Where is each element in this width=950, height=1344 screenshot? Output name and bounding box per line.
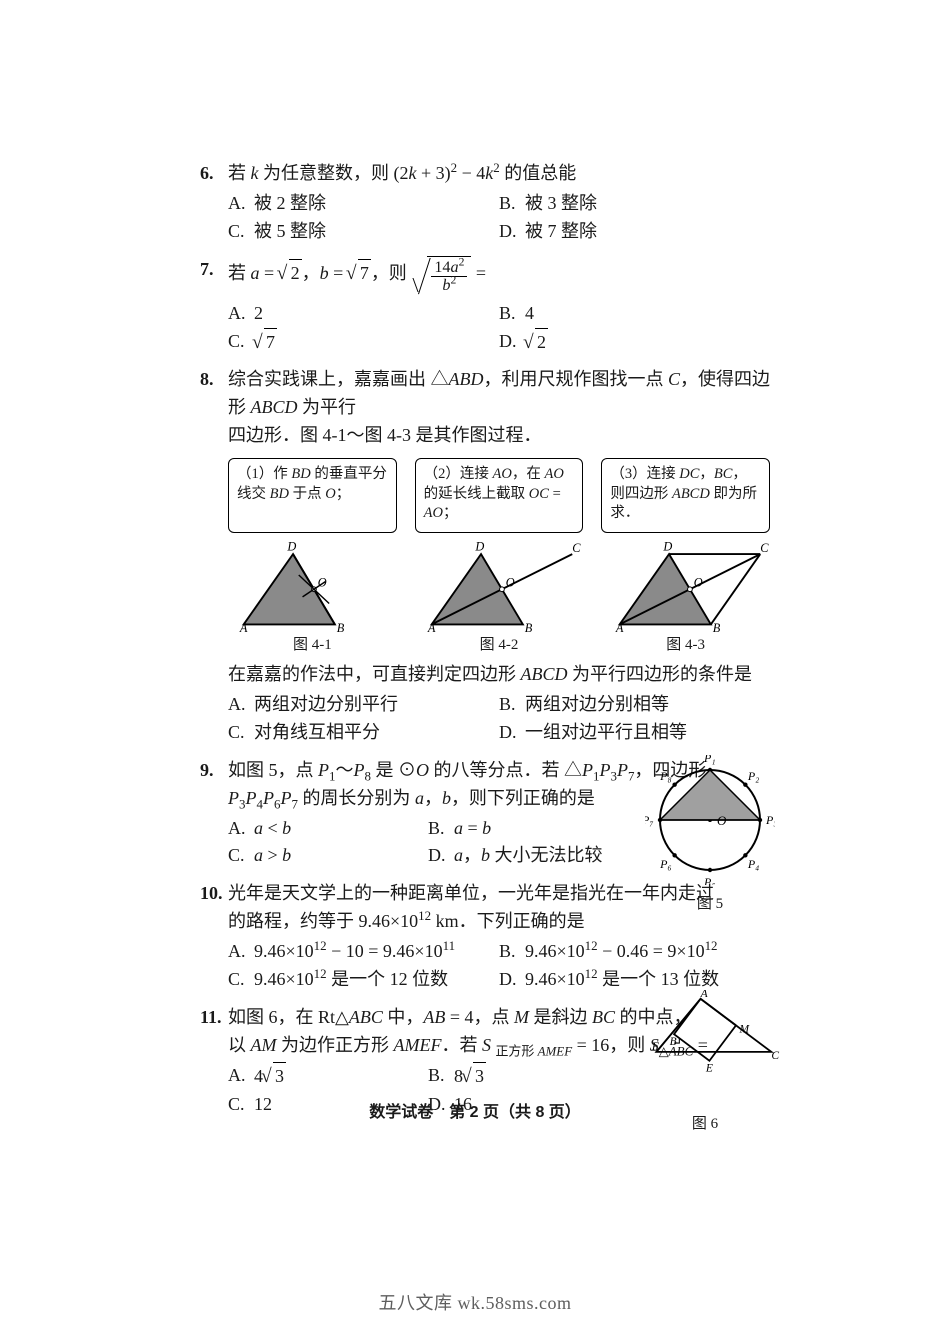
svg-text:P₁: P₁ [703, 755, 716, 765]
question-8: 8. 综合实践课上，嘉嘉画出 △ABD，利用尺规作图找一点 C，使得四边形 AB… [200, 366, 770, 746]
q7-text: 若 a = 2，b = 7，则 14a2b2 = [228, 256, 770, 294]
svg-text:A: A [239, 621, 248, 632]
q8-step1-box: （1）作 BD 的垂直平分线交 BD 于点 O； [228, 458, 397, 533]
q8-options: A.两组对边分别平行 B.两组对边分别相等 C.对角线互相平分 D.一组对边平行… [228, 691, 770, 747]
q8-step-boxes: （1）作 BD 的垂直平分线交 BD 于点 O； （2）连接 AO，在 AO 的… [228, 458, 770, 533]
svg-text:P₄: P₄ [747, 857, 760, 871]
svg-text:O: O [694, 575, 703, 589]
fig-5-caption: 图 5 [640, 893, 780, 916]
q7-opt-a: A.2 [228, 300, 499, 328]
q6-options: A.被 2 整除 B.被 3 整除 C.被 5 整除 D.被 7 整除 [228, 190, 770, 246]
q7-stem: 7. 若 a = 2，b = 7，则 14a2b2 = [200, 256, 770, 294]
svg-text:A: A [615, 621, 624, 632]
q8-opt-a: A.两组对边分别平行 [228, 691, 499, 719]
cap-4-2: 图 4-2 [415, 634, 584, 657]
q9-number: 9. [200, 757, 228, 785]
svg-text:B: B [713, 621, 721, 632]
fig-5: P₁P₂P₃P₄P₅P₆P₇P₈ O 图 5 [640, 755, 780, 917]
svg-text:C: C [572, 541, 581, 555]
svg-text:D: D [662, 539, 672, 553]
svg-text:C: C [771, 1050, 779, 1062]
svg-text:P₇: P₇ [645, 813, 654, 827]
q9-opt-c: C.a > b [228, 842, 428, 870]
fig-4-3-svg: A B D C O [604, 537, 774, 632]
svg-text:B: B [670, 1036, 677, 1048]
svg-text:P₂: P₂ [747, 769, 760, 783]
svg-text:M: M [739, 1023, 751, 1035]
q7-opt-d: D.2 [499, 328, 770, 357]
svg-text:P₃: P₃ [765, 813, 775, 827]
fig-4-1-svg: A B D O [228, 537, 398, 632]
fig-4-3: A B D C O [604, 537, 774, 634]
q11-number: 11. [200, 1004, 228, 1032]
svg-text:F: F [651, 1041, 660, 1053]
q8-opt-d: D.一组对边平行且相等 [499, 719, 770, 747]
svg-text:O: O [506, 575, 515, 589]
svg-text:B: B [337, 621, 345, 632]
q9-opt-b: B.a = b [428, 815, 628, 843]
svg-text:P₆: P₆ [659, 857, 672, 871]
svg-text:O: O [318, 575, 327, 589]
q8-stem: 8. 综合实践课上，嘉嘉画出 △ABD，利用尺规作图找一点 C，使得四边形 AB… [200, 366, 770, 422]
q10-opt-c: C.9.46×1012 是一个 12 位数 [228, 966, 499, 994]
svg-text:P₈: P₈ [659, 769, 672, 783]
cap-4-1: 图 4-1 [228, 634, 397, 657]
q11-opt-a: A.43 [228, 1062, 428, 1091]
q8-text-l2: 四边形．图 4-1～图 4-3 是其作图过程． [228, 422, 770, 450]
svg-text:B: B [525, 621, 533, 632]
q8-judge: 在嘉嘉的作法中，可直接判定四边形 ABCD 为平行四边形的条件是 [228, 661, 770, 689]
q7-opt-b: B.4 [499, 300, 770, 328]
svg-text:D: D [474, 539, 484, 553]
q8-step3-box: （3）连接 DC，BC，则四边形 ABCD 即为所求． [601, 458, 770, 533]
q9-opt-a: A.a < b [228, 815, 428, 843]
q8-opt-c: C.对角线互相平分 [228, 719, 499, 747]
page-footer: 数学试卷 第 2 页（共 8 页） [0, 1101, 950, 1126]
fig-5-svg: P₁P₂P₃P₄P₅P₆P₇P₈ O [645, 755, 775, 885]
q10-opt-a: A.9.46×1012 − 10 = 9.46×1011 [228, 938, 499, 966]
fig-4-2-svg: A B D C O [416, 537, 586, 632]
svg-text:P₅: P₅ [703, 875, 716, 885]
fig-4-2: A B D C O [416, 537, 586, 634]
q7-options: A.2 B.4 C.7 D.2 [228, 300, 770, 357]
cap-4-3: 图 4-3 [601, 634, 770, 657]
q8-captions: 图 4-1 图 4-2 图 4-3 [228, 634, 770, 657]
q6-stem: 6. 若 k 为任意整数，则 (2k + 3)2 − 4k2 的值总能 [200, 160, 770, 188]
q8-opt-b: B.两组对边分别相等 [499, 691, 770, 719]
q6-opt-b: B.被 3 整除 [499, 190, 770, 218]
q10-options: A.9.46×1012 − 10 = 9.46×1011 B.9.46×1012… [228, 938, 770, 994]
svg-text:C: C [760, 541, 769, 555]
fig-4-1: A B D O [228, 537, 398, 634]
q6-text: 若 k 为任意整数，则 (2k + 3)2 − 4k2 的值总能 [228, 160, 770, 188]
q9-opt-d: D.a，b 大小无法比较 [428, 842, 628, 870]
question-7: 7. 若 a = 2，b = 7，则 14a2b2 = A.2 B.4 C.7 … [200, 256, 770, 357]
q8-text-l1: 综合实践课上，嘉嘉画出 △ABD，利用尺规作图找一点 C，使得四边形 ABCD … [228, 366, 770, 422]
q6-opt-c: C.被 5 整除 [228, 218, 499, 246]
q6-opt-a: A.被 2 整除 [228, 190, 499, 218]
q11-opt-b: B.83 [428, 1062, 628, 1091]
question-6: 6. 若 k 为任意整数，则 (2k + 3)2 − 4k2 的值总能 A.被 … [200, 160, 770, 246]
q8-stem-l2: 四边形．图 4-1～图 4-3 是其作图过程． [228, 422, 770, 450]
q8-number: 8. [200, 366, 228, 422]
q8-figures: A B D O A B D C O [228, 537, 770, 634]
q9-options: A.a < b B.a = b C.a > b D.a，b 大小无法比较 [228, 815, 628, 871]
watermark: 五八文库 wk.58sms.com [0, 1290, 950, 1318]
svg-text:D: D [286, 539, 296, 553]
q7-number: 7. [200, 256, 228, 294]
svg-text:E: E [705, 1062, 713, 1074]
q7-opt-c: C.7 [228, 328, 499, 357]
q10-number: 10. [200, 880, 228, 908]
q6-number: 6. [200, 160, 228, 188]
q10-opt-b: B.9.46×1012 − 0.46 = 9×1012 [499, 938, 770, 966]
q6-opt-d: D.被 7 整除 [499, 218, 770, 246]
svg-text:A: A [427, 621, 436, 632]
q8-step2-box: （2）连接 AO，在 AO 的延长线上截取 OC = AO； [415, 458, 584, 533]
fig-6-svg: F A B C M E [620, 990, 790, 1105]
svg-text:A: A [700, 990, 709, 1000]
